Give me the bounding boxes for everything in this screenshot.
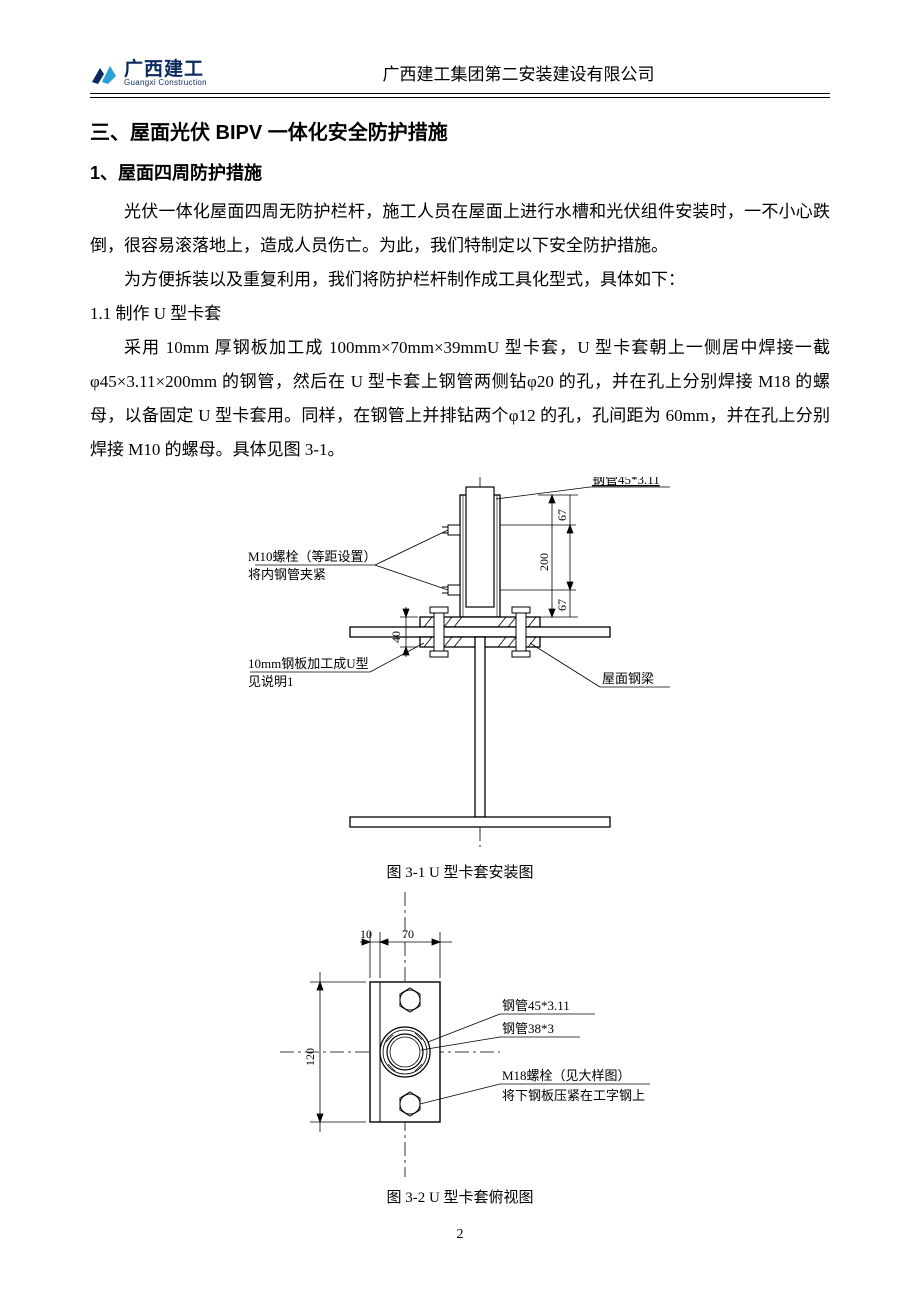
figure-caption: 图 3-1 U 型卡套安装图 <box>386 861 533 882</box>
document-page: 广西建工 Guangxi Construction 广西建工集团第二安装建设有限… <box>0 0 920 1283</box>
label-pipe38: 钢管38*3 <box>502 1021 554 1036</box>
logo-text-cn: 广西建工 <box>124 60 207 79</box>
page-number: 2 <box>90 1227 830 1243</box>
label-plate-sub: 见说明1 <box>248 674 294 689</box>
dim-67: 67 <box>555 599 569 611</box>
diagram-3-1: 200 67 67 40 钢管45*3.11 M10螺栓（等距设置） 将内钢管夹… <box>200 477 720 857</box>
paragraph: 光伏一体化屋面四周无防护栏杆，施工人员在屋面上进行水槽和光伏组件安装时，一不小心… <box>90 195 830 263</box>
subsection-heading: 1、屋面四周防护措施 <box>90 159 830 185</box>
label-m10: M10螺栓（等距设置） <box>248 549 377 564</box>
label-beam: 屋面钢梁 <box>602 671 654 686</box>
section-heading: 三、屋面光伏 BIPV 一体化安全防护措施 <box>90 116 830 145</box>
label-m18: M18螺栓（见大样图） <box>502 1068 631 1083</box>
header-company-name: 广西建工集团第二安装建设有限公司 <box>207 60 830 87</box>
dim-10: 10 <box>360 927 372 941</box>
dim-70: 70 <box>402 927 414 941</box>
paragraph: 采用 10mm 厚钢板加工成 100mm×70mm×39mmU 型卡套，U 型卡… <box>90 331 830 467</box>
logo-icon <box>90 62 118 86</box>
logo-text-en: Guangxi Construction <box>124 79 207 87</box>
page-header: 广西建工 Guangxi Construction 广西建工集团第二安装建设有限… <box>90 60 830 87</box>
label-m18-sub: 将下钢板压紧在工字钢上 <box>502 1088 645 1103</box>
label-pipe45: 钢管45*3.11 <box>502 998 570 1013</box>
dim-120: 120 <box>303 1048 317 1066</box>
header-divider <box>90 93 830 98</box>
dim-200: 200 <box>537 553 551 571</box>
company-logo: 广西建工 Guangxi Construction <box>90 60 207 87</box>
label-m10-sub: 将内钢管夹紧 <box>248 567 326 582</box>
label-plate: 10mm钢板加工成U型 <box>248 656 369 671</box>
paragraph: 为方便拆装以及重复利用，我们将防护栏杆制作成工具化型式，具体如下： <box>90 263 830 297</box>
subsubsection-heading: 1.1 制作 U 型卡套 <box>90 297 830 331</box>
diagram-3-2: 10 70 120 钢管45*3.11 钢管38*3 M18螺栓（见大样图） 将… <box>200 892 720 1182</box>
figure-caption: 图 3-2 U 型卡套俯视图 <box>386 1186 533 1207</box>
label-pipe: 钢管45*3.11 <box>592 477 660 487</box>
figure-3-1: 200 67 67 40 钢管45*3.11 M10螺栓（等距设置） 将内钢管夹… <box>90 477 830 882</box>
figure-3-2: 10 70 120 钢管45*3.11 钢管38*3 M18螺栓（见大样图） 将… <box>90 892 830 1207</box>
dim-67: 67 <box>555 509 569 521</box>
dim-40: 40 <box>389 631 403 643</box>
